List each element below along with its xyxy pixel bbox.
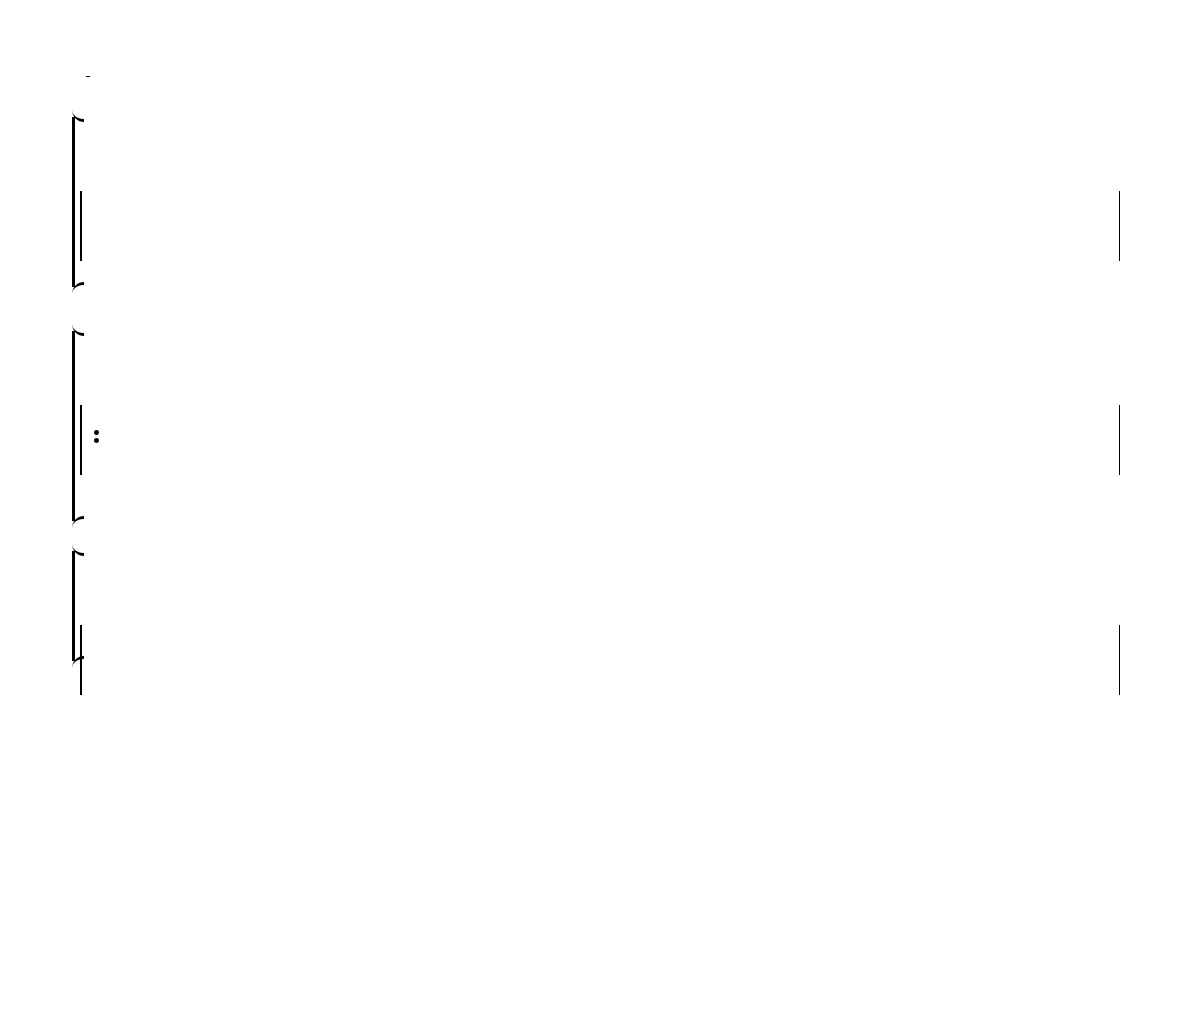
tab-staff bbox=[80, 191, 1120, 261]
tab-staff bbox=[80, 405, 1120, 475]
sheet-music-page bbox=[0, 0, 1200, 735]
tab-content bbox=[142, 625, 1111, 695]
time-signature bbox=[86, 76, 90, 77]
system-bracket bbox=[72, 331, 78, 521]
repeat-start-icon bbox=[94, 427, 99, 446]
chord-row bbox=[80, 551, 1120, 621]
system-3 bbox=[80, 551, 1120, 695]
system-2 bbox=[80, 331, 1120, 521]
chord-row bbox=[80, 117, 1120, 187]
system-1 bbox=[80, 117, 1120, 301]
system-bracket bbox=[72, 551, 78, 661]
chord-row bbox=[80, 331, 1120, 401]
meta-left bbox=[80, 60, 90, 87]
system-bracket bbox=[72, 117, 78, 287]
meta-right bbox=[1102, 60, 1120, 87]
meta-row bbox=[80, 60, 1120, 87]
tab-content bbox=[142, 191, 1111, 261]
tab-staff bbox=[80, 625, 1120, 695]
